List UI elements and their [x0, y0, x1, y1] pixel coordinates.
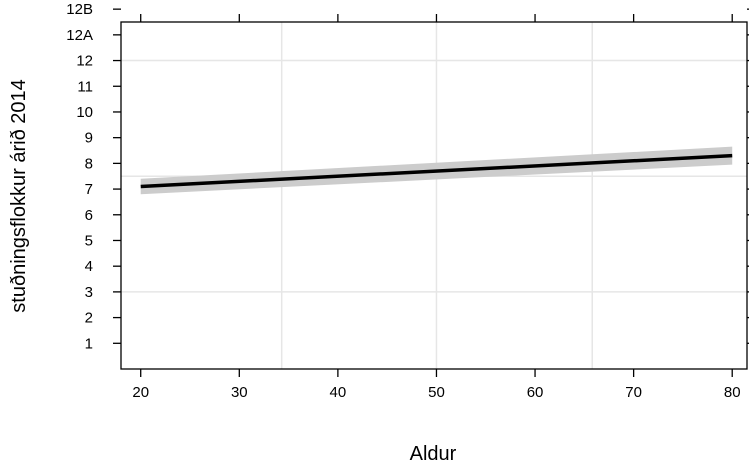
y-tick-label: 12 [76, 53, 93, 70]
x-tick-label: 40 [330, 384, 347, 401]
y-tick-label: 4 [85, 258, 93, 275]
y-tick-label: 5 [85, 232, 93, 249]
series-line [140, 153, 733, 189]
y-tick-label: 3 [85, 284, 93, 301]
y-tick-label: 2 [85, 310, 93, 327]
y-tick-label: 1 [85, 335, 93, 352]
y-tick-label: 12B [66, 1, 93, 18]
y-tick-label: 9 [85, 130, 93, 147]
x-tick-label: 50 [428, 384, 445, 401]
y-tick-label: 11 [77, 78, 93, 95]
y-tick-label: 6 [85, 207, 93, 224]
x-axis-title: Aldur [410, 443, 457, 464]
plot-frame [120, 21, 748, 370]
x-tick-label: 80 [724, 384, 741, 401]
y-tick-label: 12A [66, 27, 93, 44]
y-axis-title: stuðningsflokkur árið 2014 [8, 79, 30, 312]
x-tick-label: 70 [625, 384, 642, 401]
y-tick-label: 7 [85, 181, 93, 198]
y-tick-label: 10 [76, 104, 93, 121]
y-tick-label: 8 [85, 155, 93, 172]
x-axis: 20 30 40 50 60 70 80 [132, 14, 741, 401]
x-tick-label: 30 [231, 384, 248, 401]
gridlines [121, 22, 747, 369]
x-tick-label: 60 [527, 384, 544, 401]
x-tick-label: 20 [132, 384, 149, 401]
series-lines [140, 153, 733, 189]
